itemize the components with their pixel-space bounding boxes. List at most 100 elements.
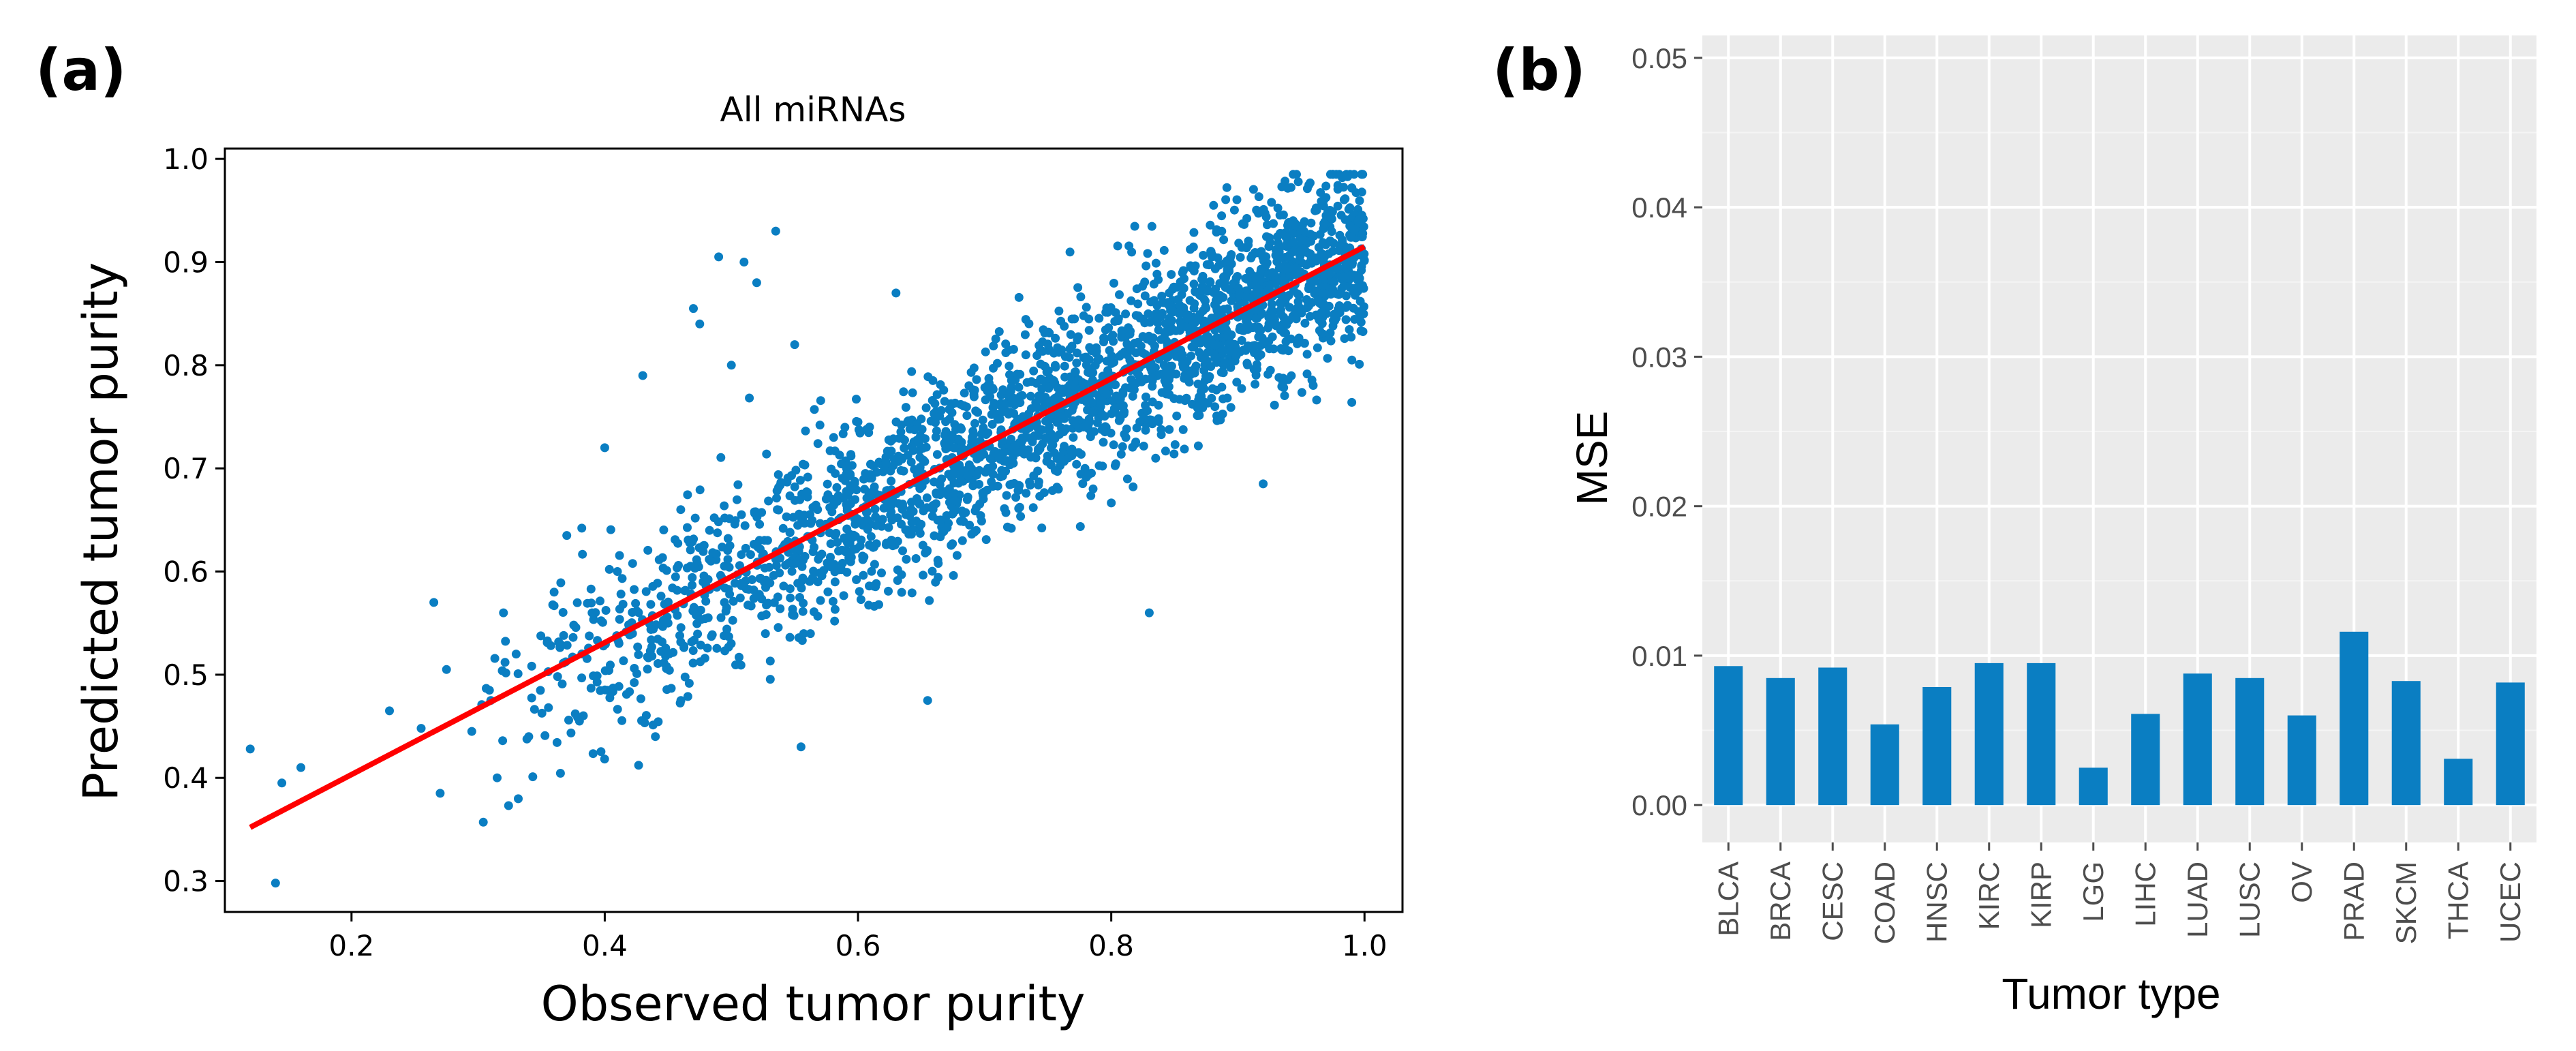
scatter-point [830, 605, 840, 614]
scatter-point [1360, 256, 1369, 266]
scatter-point [989, 341, 998, 351]
scatter-point [779, 581, 788, 591]
scatter-point [810, 543, 819, 552]
scatter-point [1213, 253, 1223, 262]
scatter-point [1041, 433, 1051, 443]
scatter-point [683, 523, 692, 532]
scatter-point [1015, 502, 1024, 512]
scatter-point [1035, 347, 1045, 356]
scatter-point [1290, 219, 1300, 228]
scatter-point [798, 459, 808, 469]
scatter-point [860, 485, 870, 494]
scatter-point [540, 731, 550, 740]
scatter-point [1315, 230, 1325, 239]
scatter-point [1051, 333, 1060, 343]
scatter-point [651, 732, 660, 742]
scatter-point [1221, 195, 1231, 204]
scatter-point [695, 485, 705, 495]
scatter-point [1220, 278, 1229, 288]
scatter-point [904, 416, 913, 425]
scatter-x-tick-label: 0.8 [1088, 929, 1134, 962]
scatter-point [1156, 335, 1166, 344]
scatter-point [1065, 344, 1075, 354]
scatter-point [482, 684, 491, 693]
scatter-point [1113, 241, 1122, 251]
scatter-point [1022, 489, 1031, 498]
scatter-point [791, 559, 800, 568]
scatter-point [808, 516, 817, 525]
scatter-point [921, 403, 931, 412]
scatter-point [589, 615, 598, 624]
scatter-point [830, 616, 840, 626]
scatter-point [664, 665, 674, 675]
scatter-point [493, 773, 502, 782]
scatter-y-tick-label: 0.5 [163, 658, 209, 692]
scatter-point [587, 608, 597, 618]
scatter-point [798, 573, 808, 583]
scatter-point [815, 421, 825, 430]
scatter-point [828, 596, 838, 606]
scatter-point [1190, 340, 1199, 350]
scatter-point [1341, 263, 1351, 273]
scatter-point [798, 607, 808, 616]
scatter-point [733, 480, 743, 489]
scatter-point [1320, 289, 1329, 299]
panel-a-label: (a) [35, 37, 126, 104]
scatter-point [577, 523, 587, 533]
bar-y-tick-label: 0.05 [1631, 42, 1687, 74]
scatter-point [728, 615, 737, 625]
bar-x-tick-label: BRCA [1764, 862, 1796, 941]
scatter-point [906, 457, 916, 467]
bar-cesc [1818, 667, 1847, 806]
scatter-point [867, 566, 876, 576]
scatter-point [1021, 425, 1030, 435]
scatter-point [1159, 245, 1169, 255]
scatter-point [1312, 395, 1321, 405]
scatter-point [1212, 385, 1221, 395]
scatter-point [1147, 222, 1156, 231]
scatter-point [736, 660, 746, 670]
scatter-point [1079, 311, 1088, 320]
scatter-point [919, 506, 928, 516]
scatter-point [659, 526, 669, 534]
scatter-point [625, 687, 634, 697]
scatter-point [1357, 211, 1366, 220]
scatter-point [578, 549, 587, 559]
scatter-point [562, 641, 572, 650]
scatter-point [741, 543, 750, 553]
scatter-point [1005, 370, 1014, 380]
scatter-point [1109, 440, 1118, 450]
scatter-point [277, 778, 287, 788]
scatter-point [785, 633, 795, 642]
scatter-point [1087, 397, 1097, 407]
scatter-point [995, 414, 1005, 424]
scatter-point [811, 500, 821, 510]
bar-x-tick-label: OV [2286, 862, 2318, 903]
bar-x-axis-title: Tumor type [2002, 969, 2220, 1018]
scatter-point [1167, 270, 1176, 279]
scatter-point [1100, 334, 1109, 344]
scatter-point [617, 716, 627, 725]
scatter-point [936, 515, 945, 525]
scatter-point [983, 380, 993, 390]
scatter-point [764, 496, 773, 506]
scatter-point [634, 608, 643, 618]
scatter-point [893, 513, 902, 523]
scatter-point [897, 421, 906, 429]
scatter-point [1130, 222, 1139, 231]
scatter-point [957, 425, 966, 434]
scatter-point [765, 562, 774, 572]
scatter-point [1122, 339, 1132, 349]
scatter-point [1013, 486, 1023, 496]
scatter-point [917, 519, 926, 529]
scatter-point [1267, 198, 1276, 207]
scatter-point [1317, 307, 1326, 317]
scatter-point [1180, 274, 1189, 284]
scatter-point [1341, 315, 1351, 324]
scatter-point [1098, 371, 1107, 381]
scatter-point [1276, 305, 1285, 314]
scatter-point [1140, 291, 1150, 301]
scatter-point [1274, 373, 1284, 382]
scatter-point [271, 879, 280, 888]
scatter-point [729, 596, 738, 606]
